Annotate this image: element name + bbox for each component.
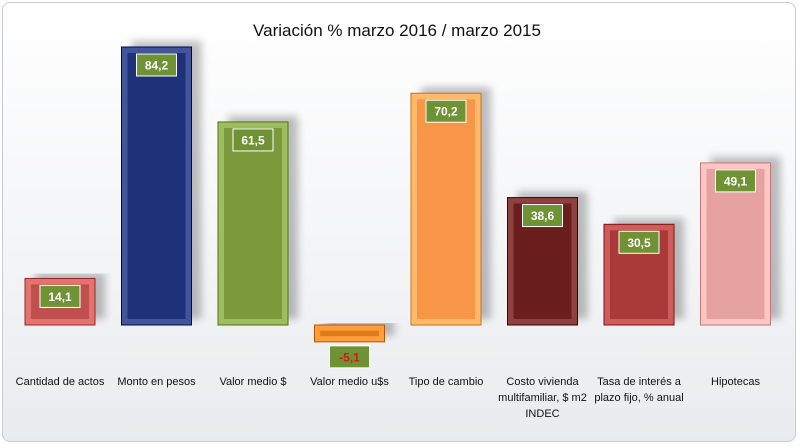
bar-2: 84,2 <box>121 46 192 326</box>
data-label: 70,2 <box>434 105 458 119</box>
bars-group: 14,1 84,2 61,5 -5,1 70,2 38,6 30,5 49,1 <box>24 46 771 369</box>
data-label-box <box>425 99 467 123</box>
bar-edge <box>603 223 675 326</box>
data-label-box <box>715 169 756 193</box>
data-label: 61,5 <box>241 133 265 147</box>
category-label-3: Valor medio $ <box>219 376 286 388</box>
data-label-box <box>39 284 81 308</box>
bar-edge <box>314 324 385 343</box>
bar-face <box>320 330 379 337</box>
data-label-box <box>136 53 177 77</box>
bar-3: 61,5 <box>217 121 289 326</box>
bar-face <box>706 168 765 319</box>
bar-face <box>127 53 186 319</box>
category-label-5: Tipo de cambio <box>409 376 484 388</box>
bar-8: 49,1 <box>700 162 771 326</box>
bar-edge <box>700 162 771 326</box>
bar-edge <box>217 121 289 326</box>
data-label: 30,5 <box>627 236 651 250</box>
bar-5: 70,2 <box>410 92 482 326</box>
data-label: -5,1 <box>339 350 360 364</box>
bar-face <box>417 99 475 320</box>
bar-edge <box>507 197 578 326</box>
data-label: 38,6 <box>531 209 555 223</box>
data-label-box <box>618 230 660 254</box>
data-label-box <box>232 128 274 152</box>
category-label-7: Tasa de interés a plazo fijo, % anual <box>594 376 683 404</box>
bar-face <box>224 127 282 319</box>
category-label-6: Costo vivienda multifamiliar, $ m2 INDEC <box>498 376 587 420</box>
data-label: 49,1 <box>724 174 748 188</box>
category-label-4: Valor medio u$s <box>310 376 389 388</box>
bar-7: 30,5 <box>603 223 675 326</box>
bar-1: 14,1 <box>24 277 96 326</box>
category-label-1: Cantidad de actos <box>16 376 105 388</box>
chart-title: Variación % marzo 2016 / marzo 2015 <box>253 21 541 40</box>
bar-edge <box>410 92 482 326</box>
category-labels-group: Cantidad de actos Monto en pesos Valor med… <box>16 376 761 420</box>
data-label-box <box>522 204 563 228</box>
bar-4: -5,1 <box>314 324 385 369</box>
bar-6: 38,6 <box>507 197 578 326</box>
category-label-8: Hipotecas <box>711 376 760 388</box>
data-label: 84,2 <box>145 59 169 73</box>
data-label-box <box>329 345 370 369</box>
data-label: 14,1 <box>48 290 72 304</box>
bar-edge <box>121 46 192 326</box>
bar-chart: Variación % marzo 2016 / marzo 2015 14,1… <box>16 21 771 420</box>
bar-edge <box>24 277 96 326</box>
chart-frame: Variación % marzo 2016 / marzo 2015 14,1… <box>2 2 796 442</box>
category-label-2: Monto en pesos <box>117 376 196 388</box>
